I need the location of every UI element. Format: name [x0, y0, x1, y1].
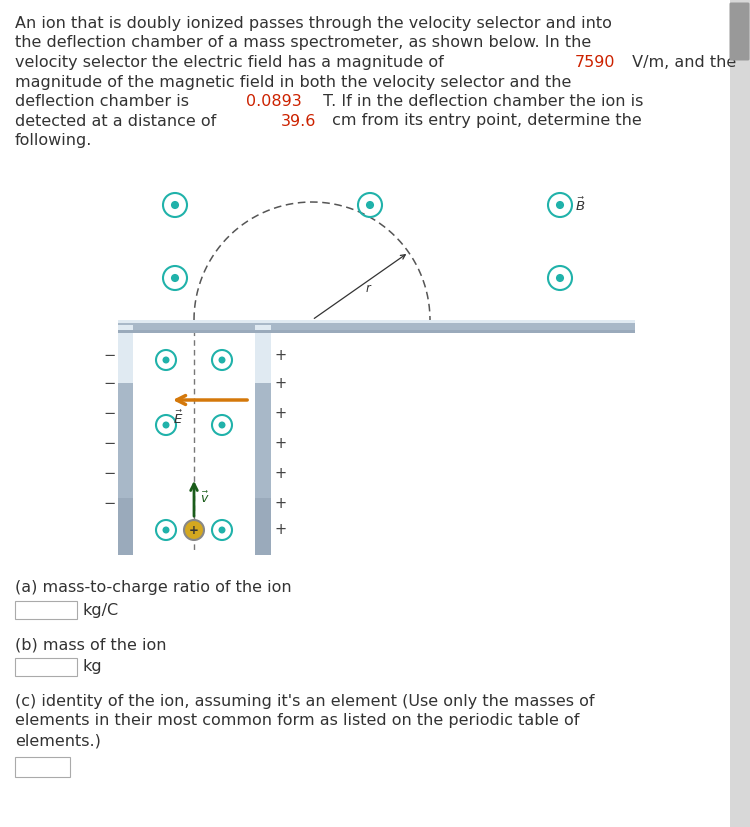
Text: 39.6: 39.6 [281, 113, 316, 128]
Bar [730, 0, 750, 827]
Text: kg/C: kg/C [83, 603, 119, 618]
Circle shape [164, 527, 169, 533]
Text: detected at a distance of: detected at a distance of [15, 113, 221, 128]
Text: +: + [275, 523, 287, 538]
Text: −: − [104, 436, 116, 451]
Text: velocity selector the electric field has a magnitude of: velocity selector the electric field has… [15, 55, 448, 70]
Text: T. If in the deflection chamber the ion is: T. If in the deflection chamber the ion … [318, 94, 644, 109]
Circle shape [172, 202, 178, 208]
Text: V/m, and the: V/m, and the [627, 55, 736, 70]
Text: elements in their most common form as listed on the periodic table of: elements in their most common form as li… [15, 714, 579, 729]
Text: −: − [104, 466, 116, 480]
Bar [118, 325, 133, 383]
Text: +: + [275, 466, 287, 480]
Bar [271, 330, 635, 333]
Circle shape [164, 423, 169, 428]
Bar [15, 757, 70, 777]
Circle shape [367, 202, 374, 208]
Bar [255, 325, 271, 383]
Text: following.: following. [15, 133, 92, 148]
Circle shape [219, 527, 225, 533]
Circle shape [164, 357, 169, 363]
Text: +: + [275, 495, 287, 510]
Circle shape [556, 275, 563, 281]
Text: +: + [275, 347, 287, 362]
FancyBboxPatch shape [730, 2, 749, 60]
Text: +: + [275, 405, 287, 420]
Text: cm from its entry point, determine the: cm from its entry point, determine the [327, 113, 642, 128]
Text: 0.0893: 0.0893 [246, 94, 302, 109]
Text: the deflection chamber of a mass spectrometer, as shown below. In the: the deflection chamber of a mass spectro… [15, 36, 591, 50]
Bar [118, 330, 271, 333]
Circle shape [556, 202, 563, 208]
Text: 7590: 7590 [574, 55, 615, 70]
Text: (b) mass of the ion: (b) mass of the ion [15, 637, 166, 652]
Text: $\vec{B}$: $\vec{B}$ [575, 197, 585, 214]
Text: An ion that is doubly ionized passes through the velocity selector and into: An ion that is doubly ionized passes thr… [15, 16, 612, 31]
Text: +: + [275, 436, 287, 451]
Text: (c) identity of the ion, assuming it's an element (Use only the masses of: (c) identity of the ion, assuming it's a… [15, 694, 595, 709]
Bar [271, 320, 635, 333]
Bar [15, 601, 77, 619]
Bar [118, 320, 194, 323]
Bar [15, 658, 77, 676]
Text: −: − [104, 405, 116, 420]
Text: −: − [104, 347, 116, 362]
Text: elements.): elements.) [15, 733, 100, 748]
Text: −: − [104, 495, 116, 510]
Text: deflection chamber is: deflection chamber is [15, 94, 194, 109]
Bar [118, 320, 271, 323]
Text: +: + [275, 375, 287, 390]
Text: +: + [189, 524, 199, 538]
Text: magnitude of the magnetic field in both the velocity selector and the: magnitude of the magnetic field in both … [15, 74, 572, 89]
Circle shape [219, 357, 225, 363]
Bar [118, 325, 133, 555]
Bar [255, 498, 271, 555]
Bar [118, 330, 194, 333]
Bar [271, 320, 635, 323]
Bar [255, 325, 271, 555]
Text: −: − [104, 375, 116, 390]
Text: kg: kg [83, 659, 103, 675]
Circle shape [172, 275, 178, 281]
Bar [118, 320, 271, 333]
Text: $\vec{E}$: $\vec{E}$ [172, 410, 183, 428]
Text: $\vec{v}$: $\vec{v}$ [200, 491, 209, 506]
Bar [118, 498, 133, 555]
Text: r: r [365, 282, 370, 294]
Bar [118, 320, 194, 333]
Circle shape [184, 520, 204, 540]
Text: (a) mass-to-charge ratio of the ion: (a) mass-to-charge ratio of the ion [15, 580, 292, 595]
Circle shape [219, 423, 225, 428]
